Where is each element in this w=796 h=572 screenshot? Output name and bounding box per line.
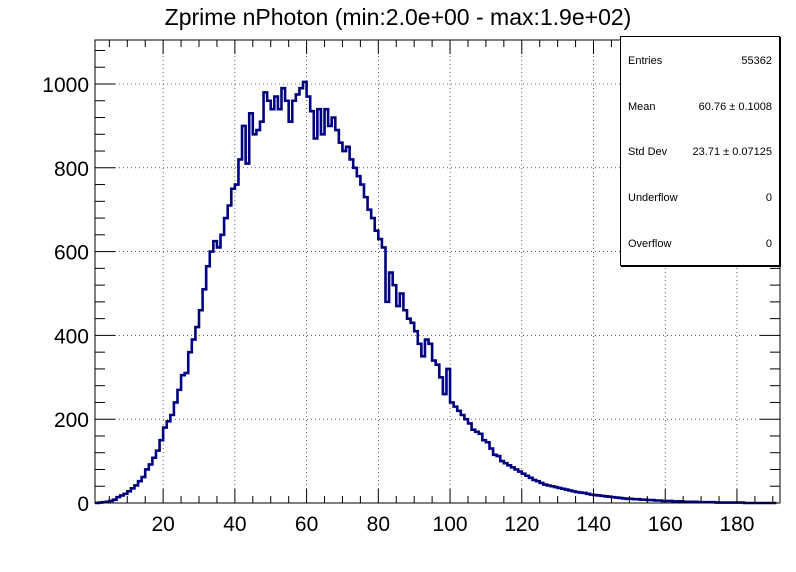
y-tick-label: 0 [77, 493, 89, 516]
x-tick-label: 160 [648, 513, 683, 536]
stats-label-entries: Entries [628, 55, 663, 67]
x-tick-label: 40 [223, 513, 246, 536]
y-tick-label: 600 [54, 242, 89, 265]
y-tick-label: 400 [54, 325, 89, 348]
stats-label-underflow: Underflow [628, 192, 678, 204]
x-tick-label: 140 [576, 513, 611, 536]
stats-row-mean: Mean 60.76 ± 0.1008 [628, 99, 772, 115]
chart-title: Zprime nPhoton (min:2.0e+00 - max:1.9e+0… [164, 4, 632, 30]
stats-row-underflow: Underflow 0 [628, 190, 772, 206]
y-tick-label: 1000 [42, 74, 89, 97]
stats-box: Entries 55362 Mean 60.76 ± 0.1008 Std De… [620, 36, 780, 266]
stats-value-underflow: 0 [765, 192, 772, 204]
x-tick-label: 180 [719, 513, 754, 536]
x-tick-label: 120 [504, 513, 539, 536]
stats-value-overflow: 0 [765, 238, 772, 250]
stats-label-overflow: Overflow [628, 238, 672, 250]
x-tick-label: 20 [151, 513, 174, 536]
stats-row-overflow: Overflow 0 [628, 236, 772, 252]
stats-row-stddev: Std Dev 23.71 ± 0.07125 [628, 144, 772, 160]
plot-frame [94, 39, 781, 504]
x-tick-label: 60 [295, 513, 318, 536]
stats-value-stddev: 23.71 ± 0.07125 [692, 146, 772, 158]
x-tick-label: 80 [367, 513, 390, 536]
stats-value-entries: 55362 [741, 55, 772, 67]
histogram-line [95, 80, 777, 505]
stats-value-mean: 60.76 ± 0.1008 [698, 101, 772, 113]
stats-label-mean: Mean [628, 101, 656, 113]
stats-label-stddev: Std Dev [628, 146, 668, 158]
stats-row-entries: Entries 55362 [628, 53, 772, 69]
y-tick-label: 200 [54, 409, 89, 432]
y-tick-label: 800 [54, 158, 89, 181]
x-tick-label: 100 [433, 513, 468, 536]
